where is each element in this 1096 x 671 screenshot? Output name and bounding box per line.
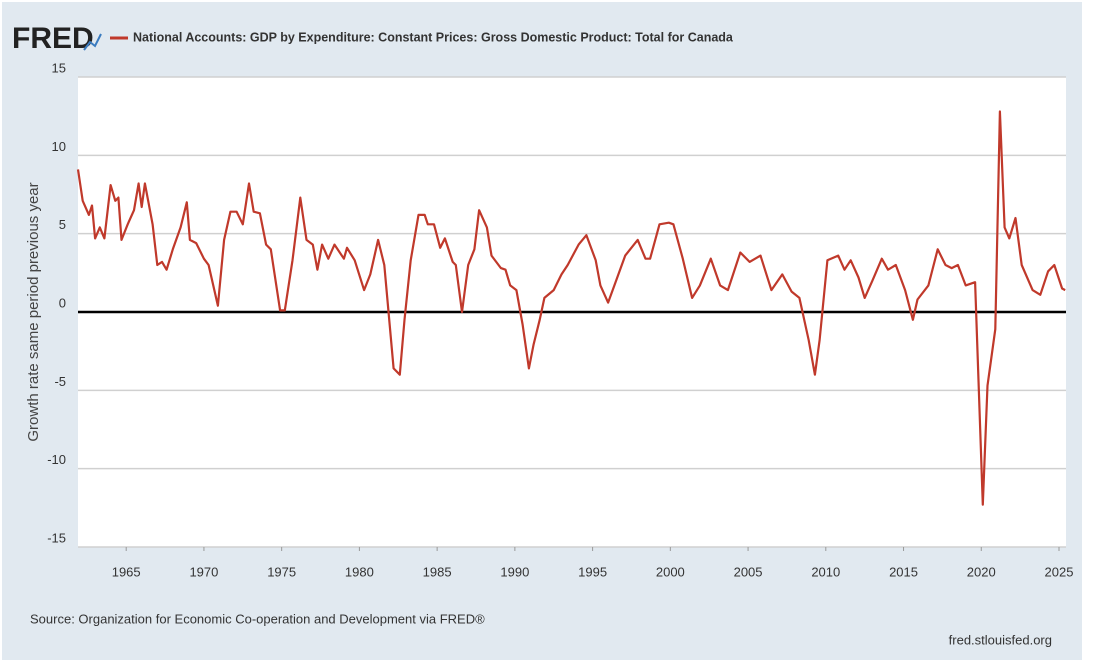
y-axis-label: Growth rate same period previous year [25,182,42,441]
y-tick-label: -15 [47,530,66,545]
y-tick-label: 10 [52,139,66,154]
x-tick-label: 2015 [889,564,918,579]
source: Source: Organization for Economic Co-ope… [30,611,485,626]
y-tick-label: -10 [47,452,66,467]
y-tick-label: 15 [52,60,66,75]
x-tick-label: 2020 [967,564,996,579]
x-tick-label: 1965 [112,564,141,579]
x-tick-label: 1970 [189,564,218,579]
x-tick-label: 1995 [578,564,607,579]
logo-icon [83,33,102,51]
y-tick-label: 0 [59,295,66,310]
x-tick-label: 1975 [267,564,296,579]
logo: FRED [12,22,94,55]
x-tick-label: 1985 [423,564,452,579]
x-tick-label: 2025 [1045,564,1074,579]
x-tick-label: 1990 [500,564,529,579]
x-tick-label: 2000 [656,564,685,579]
y-tick-label: -5 [54,374,66,389]
legend-label: National Accounts: GDP by Expenditure: C… [133,30,734,44]
x-tick-label: 2010 [811,564,840,579]
y-tick-label: 5 [59,217,66,232]
series-line [76,110,1066,506]
site: fred.stlouisfed.org [949,632,1052,647]
x-tick-label: 1980 [345,564,374,579]
x-tick-label: 2005 [734,564,763,579]
